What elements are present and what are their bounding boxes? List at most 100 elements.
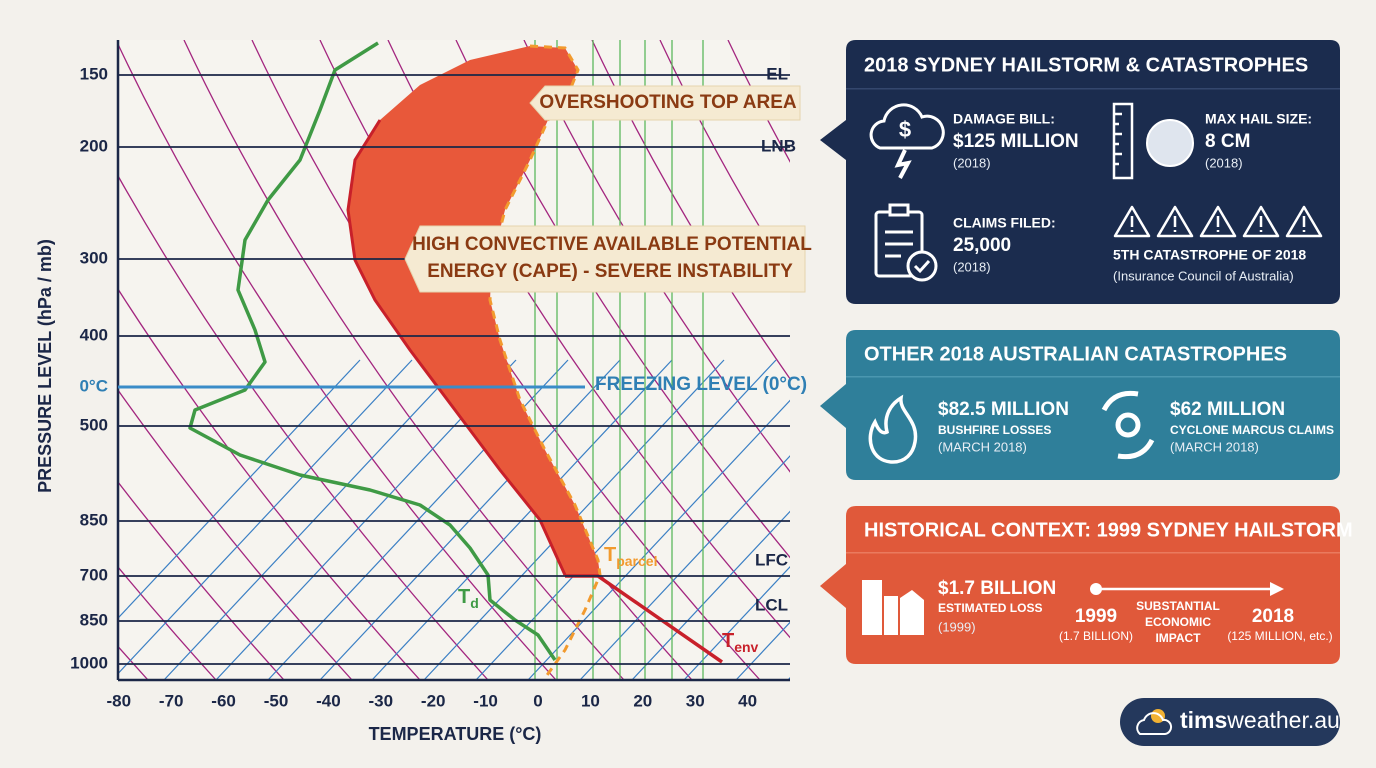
stat-label: DAMAGE BILL: [953,111,1055,127]
timeline-year: 1999 [1075,606,1117,627]
stat-label: ESTIMATED LOSS [938,601,1042,615]
stat-value: 8 CM [1205,131,1250,152]
warning-icon [1113,205,1151,238]
stat-note: (MARCH 2018) [1170,439,1259,454]
logo-pill [1120,698,1340,746]
parcel-edge [346,119,567,576]
stat-note: (MARCH 2018) [938,439,1027,454]
icon-part [1136,712,1173,735]
adiabat [659,40,790,278]
stat-note: (2018) [1205,155,1243,170]
ruler-icon [1112,102,1134,180]
panel-title: OTHER 2018 AUSTRALIAN CATASTROPHES [864,343,1287,365]
timeline-text: IMPACT [1155,631,1201,645]
icon-part [885,230,913,258]
isotherm [683,566,790,680]
stat-value: $82.5 MILLION [938,399,1069,420]
y-tick-label: 500 [80,415,108,434]
timeline-note: (125 MILLION, etc.) [1227,629,1332,643]
freezing-label: FREEZING LEVEL (0°C) [595,374,807,395]
timeline-text: SUBSTANTIAL [1136,599,1220,613]
icon-part [1114,112,1122,166]
x-tick-label: 0 [533,691,542,710]
x-tick-label: -40 [316,691,341,710]
stat-label: CLAIMS FILED: [953,215,1056,231]
x-tick-label: -70 [159,691,184,710]
hailstone-icon [1146,119,1194,167]
y-axis-label: PRESSURE LEVEL (hPa / mb) [35,239,55,493]
y-tick-label: 150 [80,64,108,83]
y-tick-label: 400 [80,325,108,344]
dewpoint-label: Td [458,586,479,610]
adiabat [118,480,285,680]
warning-icon [1242,205,1280,238]
stat-note: (2018) [953,259,991,274]
logo-text: timsweather.au [1180,707,1340,733]
symbol: T [458,586,470,608]
timeline-note: (1.7 BILLION) [1059,629,1133,643]
annotation: HIGH CONVECTIVE AVAILABLE POTENTIAL [412,234,812,255]
x-tick-label: -80 [107,691,132,710]
cloud-icon [869,103,945,179]
y-tick-label: 200 [80,136,108,155]
icon-part [913,259,931,274]
curves [188,41,723,679]
y-tick-label: 850 [80,510,108,529]
adiabat [118,388,353,680]
panel-title: HISTORICAL CONTEXT: 1999 SYDNEY HAILSTOR… [864,519,1353,541]
x-tick-label: 40 [738,691,757,710]
y-tick-label: 1000 [70,653,108,672]
stat-note: (Insurance Council of Australia) [1113,268,1294,283]
isotherm [579,455,790,680]
x-tick-label: 20 [633,691,652,710]
x-tick-label: -60 [211,691,236,710]
warning-icon [1156,205,1194,238]
subscript: env [734,639,758,655]
x-tick-label: 10 [581,691,600,710]
isotherm [631,510,790,680]
level-label: LCL [755,595,788,614]
x-tick-label: -30 [369,691,394,710]
isotherm [163,359,465,680]
subscript: parcel [616,553,657,569]
level-label: LFC [755,550,788,569]
adiabat [523,40,790,473]
stat-label: 5TH CATASTROPHE OF 2018 [1113,247,1306,263]
adiabat [118,566,217,680]
isotherm [319,359,621,680]
annotation-box [529,85,801,121]
y-tick-label: 850 [80,610,108,629]
divider [846,552,1340,554]
icon-part [1117,438,1155,460]
x-tick-label: 30 [686,691,705,710]
adiabat [118,42,557,680]
timeline-year: 2018 [1252,606,1294,627]
x-tick-label: -20 [421,691,446,710]
x-axis-label: TEMPERATURE (°C) [369,724,542,744]
stat-note: (2018) [953,155,991,170]
divider [846,376,1340,378]
icon-part [869,103,945,150]
adiabat [118,174,489,680]
warning-icon [1199,205,1237,238]
annotation-box [404,225,806,293]
stat-value: $125 MILLION [953,131,1079,152]
level-label: EL [766,64,788,83]
icon-part [906,250,938,282]
logo-icon [1136,709,1173,735]
icon-part [1101,390,1139,412]
panel [820,330,1340,480]
logo-bold: tims [1180,707,1227,733]
stat-label: BUSHFIRE LOSSES [938,423,1051,437]
fire-icon [868,394,918,464]
level-label: LNB [761,136,796,155]
icon-part [900,590,924,635]
y-tick-label: 300 [80,248,108,267]
panel-title: 2018 SYDNEY HAILSTORM & CATASTROPHES [864,54,1308,76]
icon-part [1112,102,1134,180]
x-tick-label: -50 [264,691,289,710]
subscript: d [470,595,479,611]
stat-label: CYCLONE MARCUS CLAIMS [1170,423,1334,437]
